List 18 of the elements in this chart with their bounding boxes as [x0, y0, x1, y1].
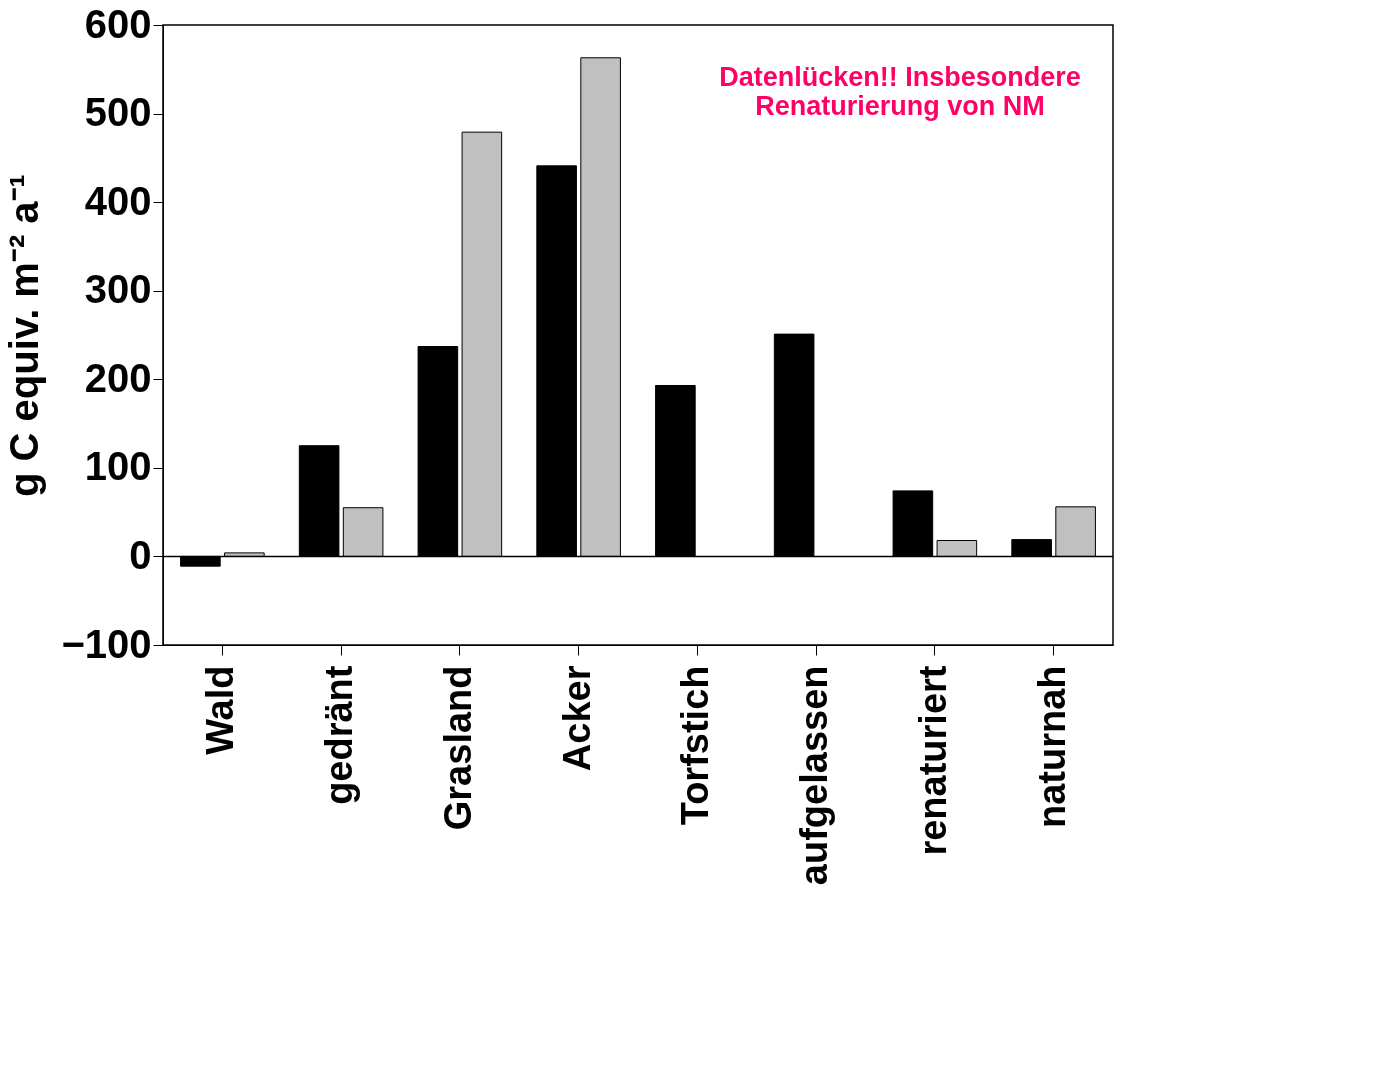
annotation: Datenlücken!! Insbesondere Renaturierung von NM [719, 62, 1081, 121]
x-tick-label: naturnah [1030, 665, 1073, 829]
x-tick-label: Acker [555, 665, 598, 772]
x-tick-label: Torfstich [674, 665, 717, 826]
y-tick-label: 400 [84, 178, 152, 223]
y-tick-label: 100 [84, 444, 152, 489]
y-tick-label: 200 [84, 355, 152, 400]
x-tick-label: Grasland [436, 665, 479, 831]
y-tick-label: 600 [84, 1, 152, 46]
x-tick-label: gedränt [318, 665, 361, 805]
y-tick-label: 500 [84, 90, 152, 135]
y-tick-label: −100 [61, 621, 152, 666]
x-tick-label: Wald [199, 665, 242, 755]
y-tick-label: 300 [84, 267, 152, 312]
x-tick-label: renaturiert [911, 665, 954, 856]
y-axis-title: g C equiv. m⁻² a⁻¹ [2, 174, 47, 497]
y-tick-label: 0 [129, 532, 152, 577]
x-tick-label: aufgelassen [793, 665, 836, 886]
